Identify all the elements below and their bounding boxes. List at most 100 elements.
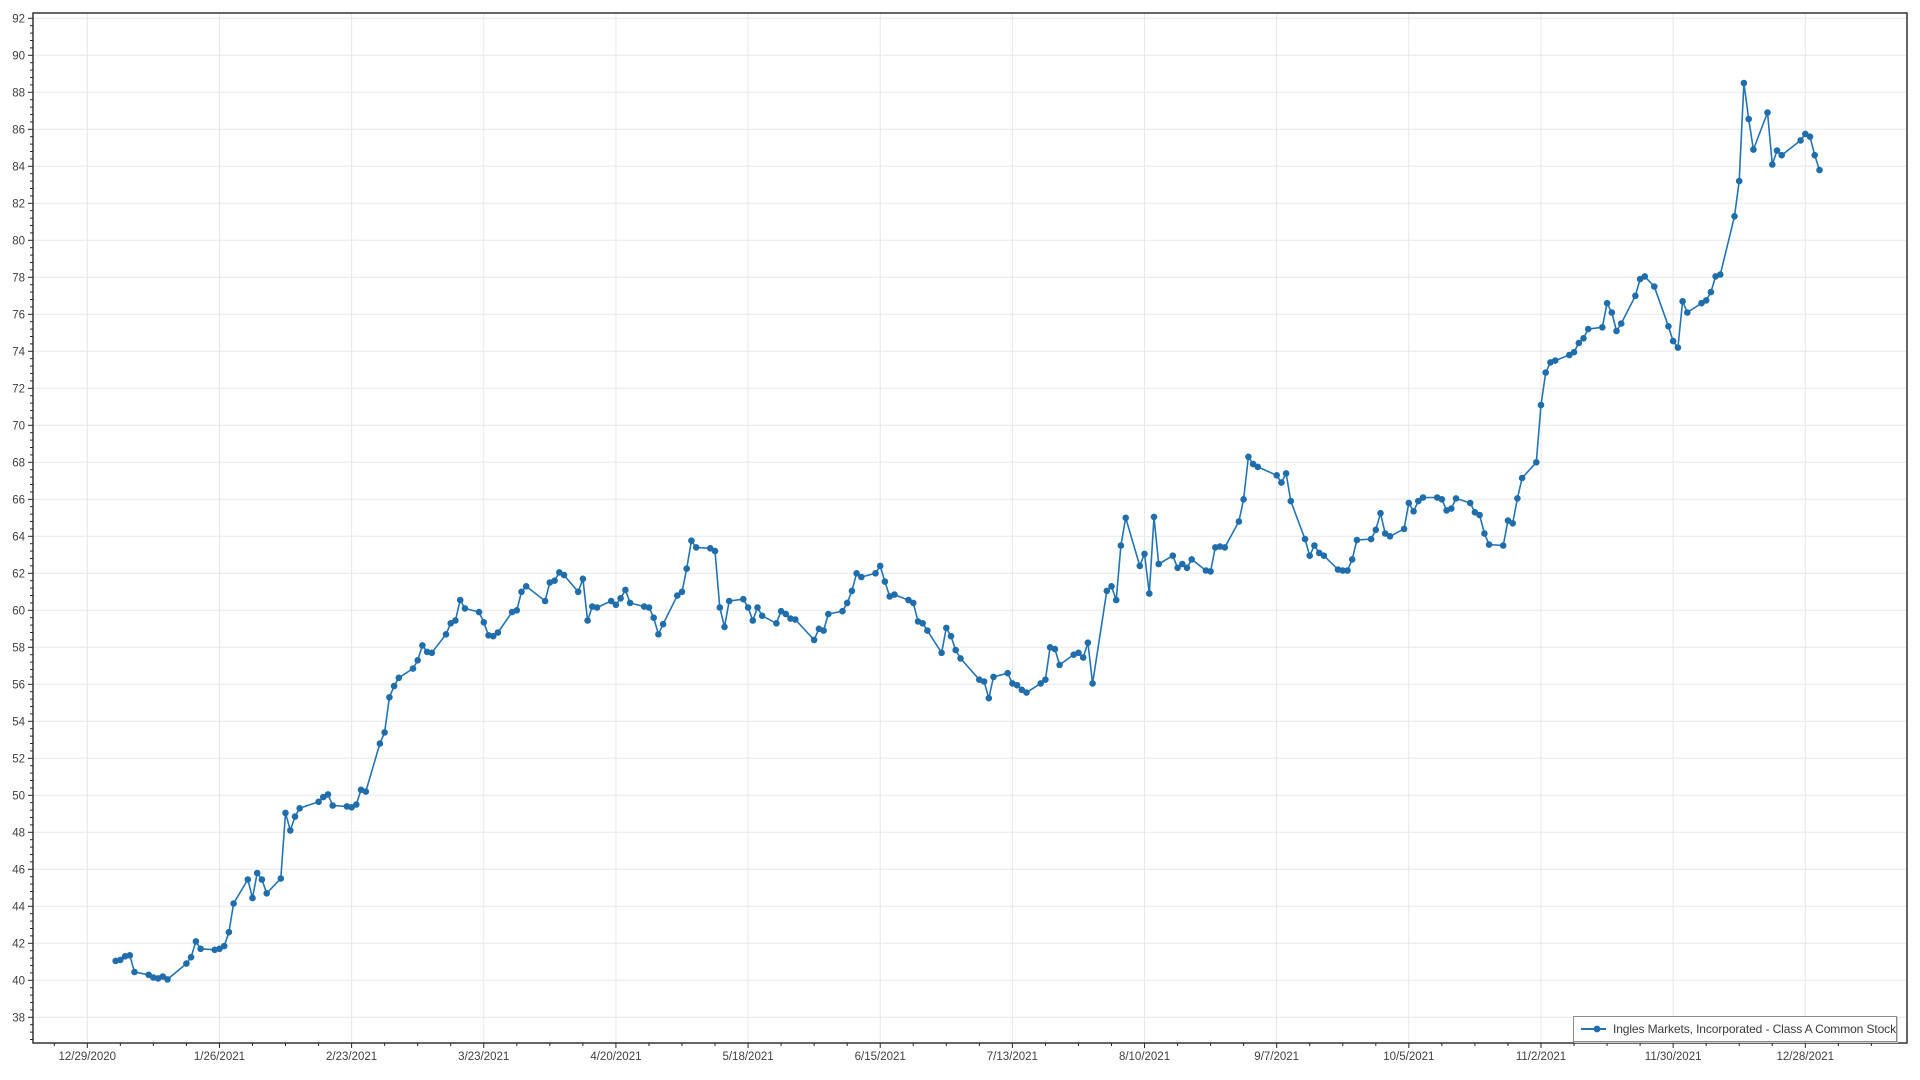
- data-point-marker[interactable]: [164, 976, 171, 983]
- data-point-marker[interactable]: [381, 729, 388, 736]
- data-point-marker[interactable]: [825, 610, 832, 618]
- data-point-marker[interactable]: [1769, 161, 1776, 168]
- data-point-marker[interactable]: [376, 740, 384, 747]
- data-point-marker[interactable]: [230, 900, 237, 907]
- data-point-marker[interactable]: [244, 876, 252, 883]
- data-point-marker[interactable]: [475, 608, 483, 616]
- data-point-marker[interactable]: [1537, 401, 1545, 409]
- data-point-marker[interactable]: [461, 605, 469, 612]
- data-point-marker[interactable]: [843, 599, 851, 607]
- data-point-marker[interactable]: [1306, 552, 1313, 559]
- data-point-marker[interactable]: [1112, 596, 1120, 604]
- data-point-marker[interactable]: [924, 627, 931, 634]
- data-point-marker[interactable]: [489, 632, 497, 640]
- data-point-marker[interactable]: [1367, 535, 1375, 543]
- data-point-marker[interactable]: [353, 801, 360, 808]
- data-point-marker[interactable]: [541, 597, 549, 605]
- data-point-marker[interactable]: [1764, 109, 1771, 116]
- data-point-marker[interactable]: [1320, 552, 1328, 559]
- data-point-marker[interactable]: [329, 802, 337, 809]
- data-point-marker[interactable]: [1136, 562, 1144, 570]
- data-point-marker[interactable]: [1551, 357, 1559, 364]
- data-point-marker[interactable]: [1179, 560, 1186, 568]
- data-point-marker[interactable]: [1570, 348, 1578, 356]
- data-point-marker[interactable]: [480, 619, 488, 626]
- data-point-marker[interactable]: [1811, 151, 1818, 159]
- data-point-marker[interactable]: [1419, 494, 1427, 501]
- data-point-marker[interactable]: [1245, 453, 1252, 461]
- data-point-marker[interactable]: [1665, 323, 1672, 330]
- data-point-marker[interactable]: [1348, 556, 1356, 563]
- data-point-marker[interactable]: [711, 547, 719, 555]
- data-point-marker[interactable]: [674, 592, 681, 599]
- data-point-marker[interactable]: [1797, 137, 1804, 144]
- data-point-marker[interactable]: [612, 601, 620, 609]
- data-point-marker[interactable]: [985, 694, 993, 702]
- data-point-marker[interactable]: [1273, 472, 1280, 479]
- data-point-marker[interactable]: [1037, 680, 1044, 687]
- data-point-marker[interactable]: [277, 875, 285, 882]
- data-point-marker[interactable]: [617, 595, 624, 602]
- data-point-marker[interactable]: [324, 791, 332, 798]
- data-point-marker[interactable]: [1122, 514, 1129, 522]
- data-point-marker[interactable]: [692, 544, 700, 551]
- data-point-marker[interactable]: [282, 809, 289, 817]
- data-point-marker[interactable]: [386, 694, 393, 701]
- data-point-marker[interactable]: [754, 604, 761, 611]
- data-point-marker[interactable]: [197, 945, 204, 953]
- data-point-marker[interactable]: [626, 599, 634, 607]
- data-point-marker[interactable]: [1641, 273, 1649, 280]
- data-point-marker[interactable]: [291, 813, 299, 820]
- data-point-marker[interactable]: [263, 890, 271, 897]
- data-point-marker[interactable]: [1075, 649, 1082, 657]
- data-point-marker[interactable]: [1353, 536, 1361, 544]
- data-point-marker[interactable]: [419, 642, 426, 649]
- data-point-marker[interactable]: [456, 596, 464, 604]
- data-point-marker[interactable]: [131, 968, 138, 976]
- data-point-marker[interactable]: [1773, 147, 1781, 154]
- data-point-marker[interactable]: [183, 960, 190, 967]
- data-point-marker[interactable]: [947, 632, 955, 640]
- data-point-marker[interactable]: [1669, 337, 1677, 345]
- data-point-marker[interactable]: [659, 620, 667, 628]
- data-point-marker[interactable]: [518, 588, 525, 596]
- data-point-marker[interactable]: [655, 631, 662, 638]
- data-point-marker[interactable]: [1448, 505, 1455, 512]
- data-point-marker[interactable]: [296, 805, 304, 812]
- data-point-marker[interactable]: [872, 570, 879, 577]
- data-point-marker[interactable]: [390, 682, 398, 690]
- data-point-marker[interactable]: [560, 571, 568, 579]
- data-point-marker[interactable]: [876, 562, 884, 570]
- data-point-marker[interactable]: [792, 616, 799, 623]
- data-point-marker[interactable]: [1778, 151, 1785, 159]
- data-point-marker[interactable]: [1254, 463, 1262, 471]
- data-point-marker[interactable]: [253, 869, 261, 877]
- data-point-marker[interactable]: [1042, 676, 1049, 683]
- data-point-marker[interactable]: [1651, 283, 1658, 290]
- data-point-marker[interactable]: [1221, 544, 1229, 551]
- data-point-marker[interactable]: [1282, 470, 1290, 477]
- data-point-marker[interactable]: [584, 617, 591, 624]
- data-point-marker[interactable]: [943, 624, 950, 632]
- data-point-marker[interactable]: [1311, 542, 1318, 549]
- data-point-marker[interactable]: [428, 649, 436, 657]
- data-point-marker[interactable]: [1207, 568, 1214, 575]
- data-point-marker[interactable]: [1674, 344, 1682, 351]
- data-point-marker[interactable]: [1476, 511, 1483, 519]
- data-point-marker[interactable]: [1079, 654, 1087, 661]
- data-point-marker[interactable]: [315, 798, 322, 806]
- data-point-marker[interactable]: [1509, 520, 1516, 527]
- data-point-marker[interactable]: [442, 631, 450, 638]
- data-point-marker[interactable]: [1051, 645, 1059, 653]
- data-point-marker[interactable]: [782, 610, 790, 618]
- data-point-marker[interactable]: [225, 928, 233, 936]
- data-point-marker[interactable]: [1580, 335, 1587, 342]
- data-point-marker[interactable]: [1617, 320, 1625, 327]
- data-point-marker[interactable]: [1613, 327, 1620, 335]
- data-point-marker[interactable]: [1806, 133, 1814, 140]
- data-point-marker[interactable]: [1023, 689, 1030, 696]
- data-point-marker[interactable]: [1608, 309, 1616, 316]
- data-point-marker[interactable]: [1707, 288, 1715, 296]
- data-point-marker[interactable]: [716, 604, 724, 611]
- data-point-marker[interactable]: [258, 876, 266, 883]
